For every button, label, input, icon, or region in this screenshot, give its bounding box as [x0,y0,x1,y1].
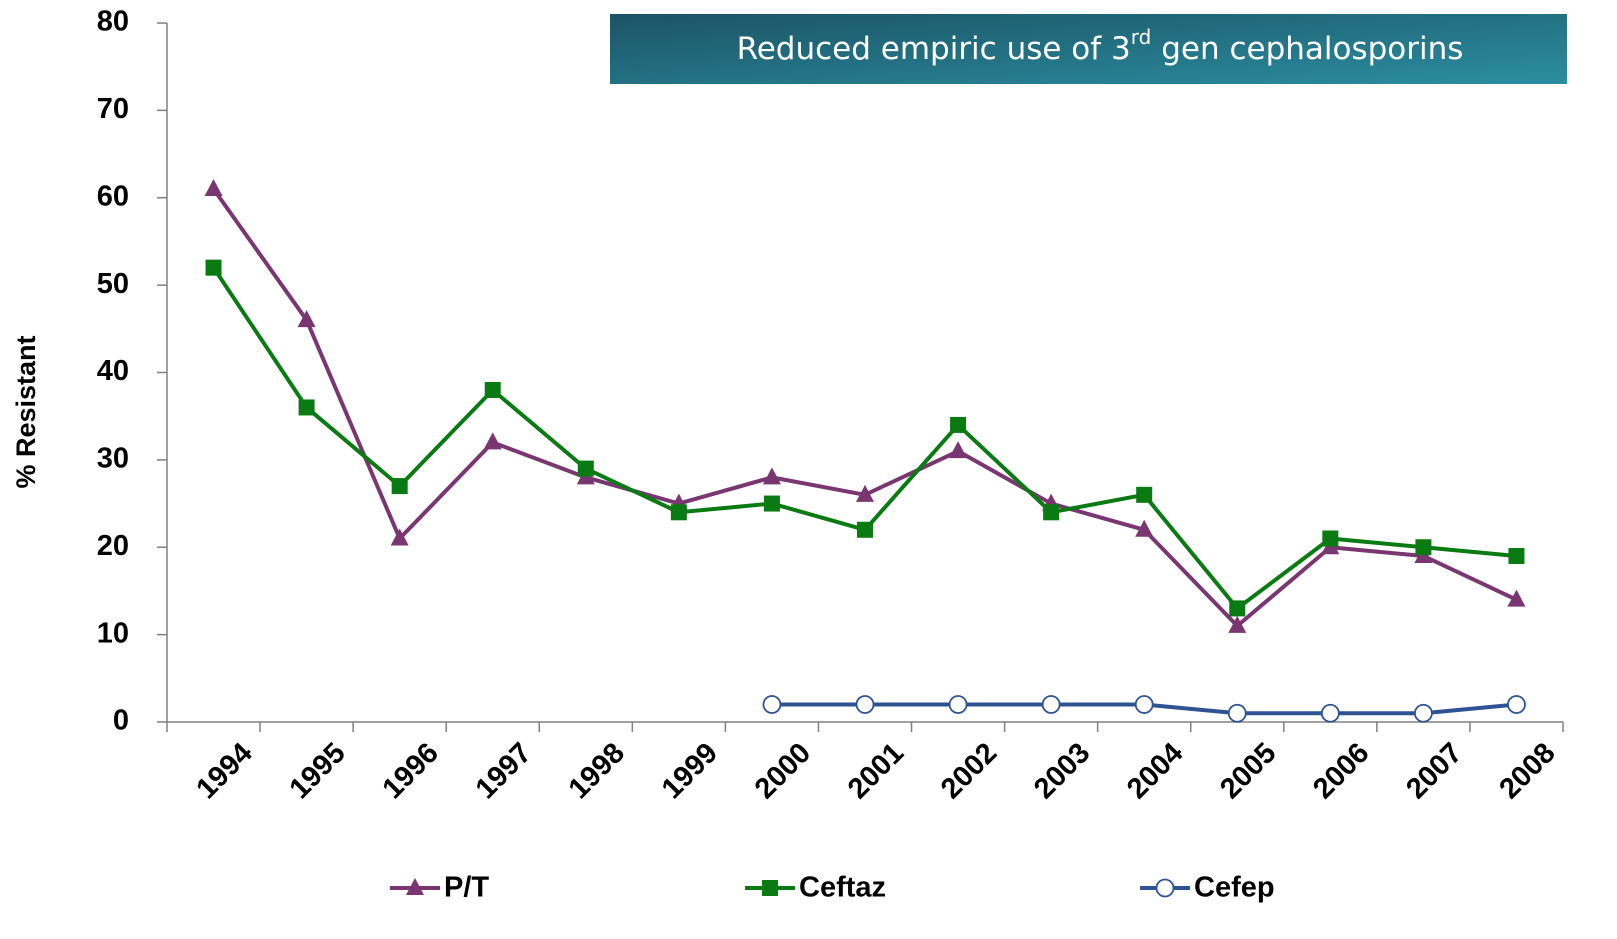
x-tick-label: 2008 [1493,737,1561,805]
marker [1322,530,1339,547]
x-tick-label: 2001 [842,737,910,805]
marker [204,179,223,197]
y-tick-label: 50 [97,268,129,300]
x-tick-label: 1996 [377,737,445,805]
legend-marker [1155,878,1175,898]
x-tick-label: 2003 [1028,737,1096,805]
annotation-box [610,14,1567,84]
marker [857,521,873,538]
y-tick-label: 0 [113,705,129,737]
annotation: Reduced empiric use of 3rd gen cephalosp… [737,25,1464,67]
marker [762,695,782,714]
marker [948,695,968,714]
x-tick-label: 1998 [563,737,631,805]
marker [297,310,316,328]
legend-label: Ceftaz [799,872,886,904]
marker [1228,615,1247,633]
x-tick-label: 2007 [1400,737,1468,805]
marker [762,467,781,485]
marker [1135,519,1154,537]
marker [1134,695,1154,714]
y-tick-label: 40 [97,355,129,387]
legend-marker [762,880,778,896]
marker [205,259,222,276]
annotation-superscript: rd [1131,25,1152,49]
x-tick-label: 2005 [1214,737,1282,805]
marker [1043,504,1060,521]
legend-marker [406,878,424,895]
series-line [211,187,1518,628]
marker [670,504,687,521]
marker [1320,703,1340,723]
marker [577,460,594,477]
annotation-text: Reduced empiric use of 3 [737,31,1131,67]
marker [1508,547,1525,564]
marker [391,478,408,495]
marker [1227,703,1247,723]
marker [1507,695,1526,714]
marker [484,381,501,398]
x-tick-label: 1997 [470,737,538,805]
x-tick-label: 2000 [749,737,817,805]
marker [1415,539,1432,556]
marker [763,495,780,512]
marker [1229,600,1246,617]
y-tick-label: 30 [97,443,129,475]
x-tick-label: 1994 [190,737,258,805]
marker [483,432,502,450]
legend-label: P/T [444,872,489,904]
marker [390,528,409,546]
x-tick-label: 2004 [1121,737,1189,805]
x-tick-label: 2002 [935,737,1003,805]
marker [1414,703,1433,723]
marker [1041,695,1061,714]
x-tick-label: 1999 [656,737,724,805]
marker [949,441,968,459]
marker [950,416,967,433]
marker [855,695,875,714]
y-tick-label: 80 [97,6,129,38]
y-tick-label: 60 [97,180,129,212]
x-tick-label: 1995 [284,737,352,805]
y-tick-label: 70 [97,93,129,125]
marker [298,399,315,416]
y-tick-label: 10 [97,617,129,649]
x-tick-label: 2006 [1307,737,1375,805]
marker [1507,589,1526,607]
marker [1136,486,1153,503]
annotation-text: gen cephalosporins [1151,31,1463,67]
y-tick-label: 20 [97,530,129,562]
marker [856,484,874,502]
legend-label: Cefep [1194,872,1275,904]
y-axis-title: % Resistant [11,335,41,488]
